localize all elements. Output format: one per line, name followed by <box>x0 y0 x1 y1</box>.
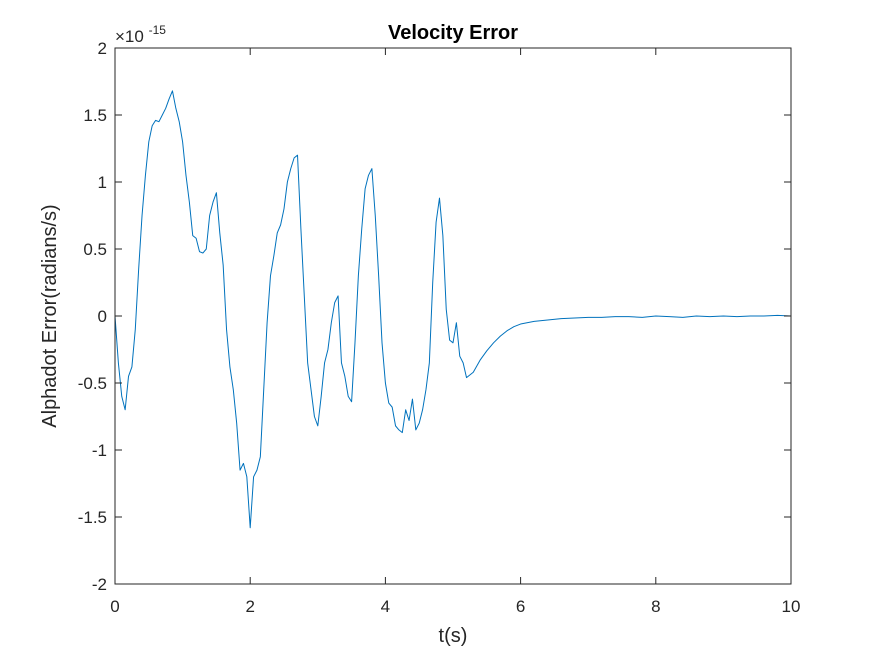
y-axis: -2 -1.5 -1 -0.5 0 0.5 1 1.5 2 <box>78 39 791 594</box>
x-tick-label: 6 <box>516 597 525 616</box>
y-tick-label: -0.5 <box>78 374 107 393</box>
y-axis-exponent-base: ×10 <box>115 27 144 46</box>
x-tick-label: 2 <box>245 597 254 616</box>
x-tick-label: 10 <box>782 597 801 616</box>
x-tick-label: 8 <box>651 597 660 616</box>
y-tick-label: -1 <box>92 441 107 460</box>
y-axis-label: Alphadot Error(radians/s) <box>39 204 61 427</box>
x-tick-label: 4 <box>381 597 390 616</box>
x-axis: 0 2 4 6 8 10 <box>110 48 800 616</box>
plot-area <box>115 48 791 584</box>
y-axis-exponent: ×10 -15 <box>115 23 166 46</box>
y-axis-exponent-power: -15 <box>149 23 167 37</box>
y-tick-label: 1.5 <box>83 106 107 125</box>
y-tick-label: 1 <box>98 173 107 192</box>
series-layer <box>114 90 792 529</box>
x-axis-label: t(s) <box>439 625 468 647</box>
y-tick-label: 2 <box>98 39 107 58</box>
y-tick-label: 0 <box>98 307 107 326</box>
y-tick-label: 0.5 <box>83 240 107 259</box>
chart-title: Velocity Error <box>388 22 518 44</box>
y-tick-label: -1.5 <box>78 508 107 527</box>
x-tick-label: 0 <box>110 597 119 616</box>
series-line-1 <box>114 90 792 529</box>
y-tick-label: -2 <box>92 575 107 594</box>
